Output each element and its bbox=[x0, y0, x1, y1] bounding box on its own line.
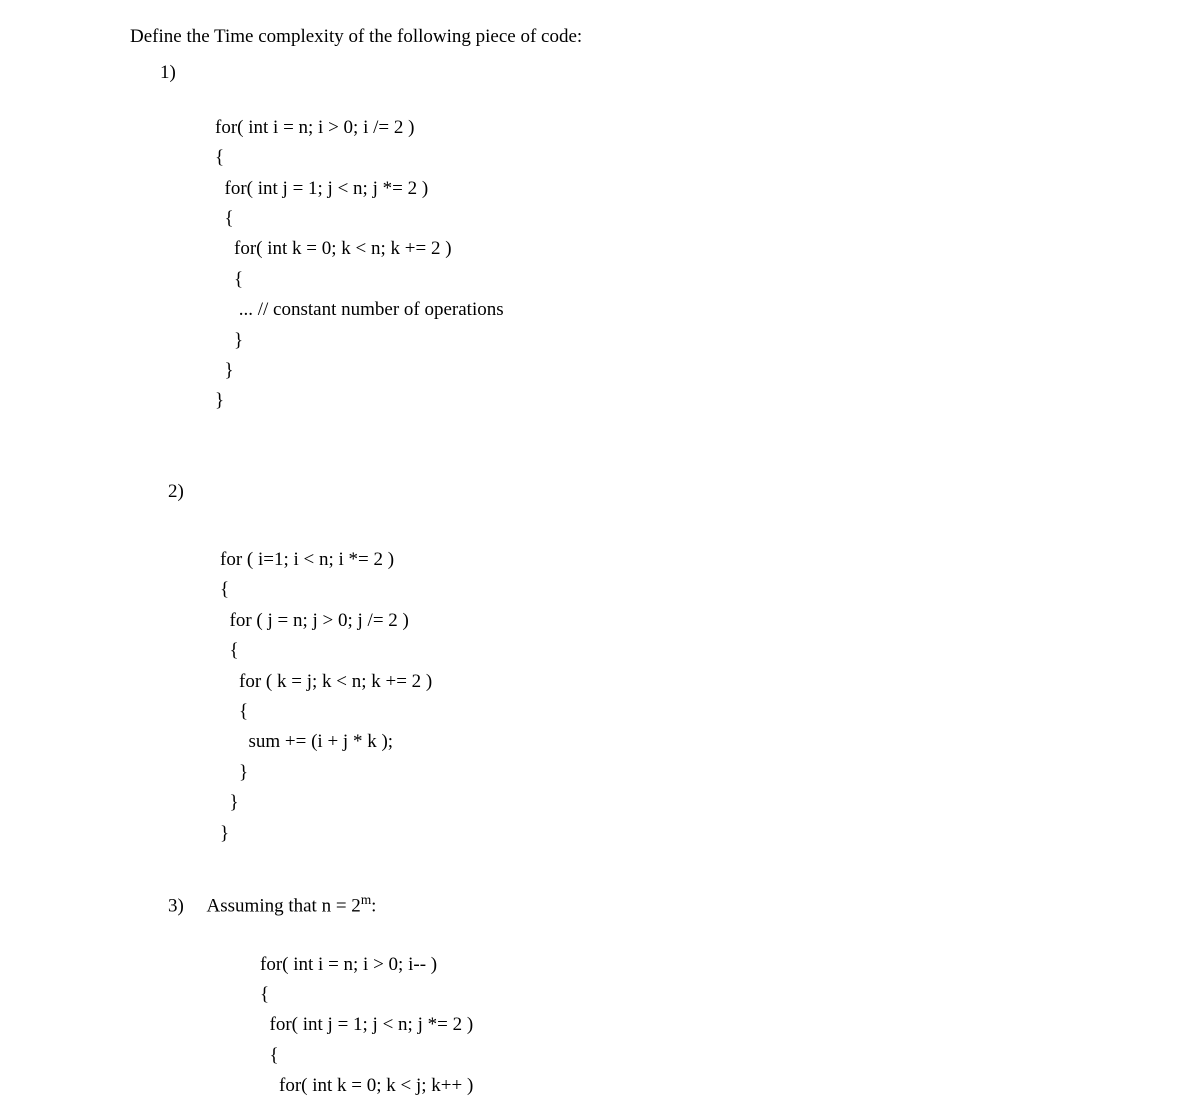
problem-3-intro: 3) Assuming that n = 2m: bbox=[0, 889, 1200, 922]
code-line: { bbox=[220, 636, 1200, 666]
code-line: { bbox=[220, 575, 1200, 605]
code-line: for( int i = n; i > 0; i /= 2 ) bbox=[215, 113, 1200, 143]
code-line: for ( k = j; k < n; k += 2 ) bbox=[220, 667, 1200, 697]
header-text: Define the Time complexity of the follow… bbox=[130, 26, 582, 47]
intro-prefix: Assuming that n = 2 bbox=[207, 895, 361, 916]
code-line: sum += (i + j * k ); bbox=[220, 727, 1200, 757]
number-label: 3) bbox=[168, 895, 184, 916]
code-line: for( int j = 1; j < n; j *= 2 ) bbox=[260, 1010, 1200, 1040]
code-line: } bbox=[215, 386, 1200, 416]
problem-1-number: 1) bbox=[0, 58, 1200, 88]
code-block-3: for( int i = n; i > 0; i-- ) { for( int … bbox=[0, 950, 1200, 1102]
question-header: Define the Time complexity of the follow… bbox=[0, 22, 1200, 52]
code-line: for ( j = n; j > 0; j /= 2 ) bbox=[220, 606, 1200, 636]
code-line: { bbox=[260, 1041, 1200, 1071]
code-line: } bbox=[220, 788, 1200, 818]
code-block-1: for( int i = n; i > 0; i /= 2 ) { for( i… bbox=[0, 113, 1200, 417]
code-line: for( int k = 0; k < j; k++ ) bbox=[260, 1071, 1200, 1101]
code-line: for( int k = 0; k < n; k += 2 ) bbox=[215, 234, 1200, 264]
problem-2-number: 2) bbox=[0, 477, 1200, 507]
number-label: 2) bbox=[168, 481, 184, 502]
code-line: } bbox=[220, 819, 1200, 849]
code-line: { bbox=[215, 204, 1200, 234]
code-line: for( int i = n; i > 0; i-- ) bbox=[260, 950, 1200, 980]
number-label: 1) bbox=[160, 62, 176, 83]
code-line: { bbox=[220, 697, 1200, 727]
code-line: ... // constant number of operations bbox=[215, 295, 1200, 325]
code-line: } bbox=[215, 326, 1200, 356]
code-line: for ( i=1; i < n; i *= 2 ) bbox=[220, 545, 1200, 575]
code-line: } bbox=[215, 356, 1200, 386]
code-line: { bbox=[215, 143, 1200, 173]
code-line: } bbox=[220, 758, 1200, 788]
intro-suffix: : bbox=[371, 895, 376, 916]
code-line: { bbox=[215, 265, 1200, 295]
code-block-2: for ( i=1; i < n; i *= 2 ) { for ( j = n… bbox=[0, 545, 1200, 849]
code-line: { bbox=[260, 980, 1200, 1010]
code-line: for( int j = 1; j < n; j *= 2 ) bbox=[215, 174, 1200, 204]
intro-superscript: m bbox=[361, 892, 371, 907]
